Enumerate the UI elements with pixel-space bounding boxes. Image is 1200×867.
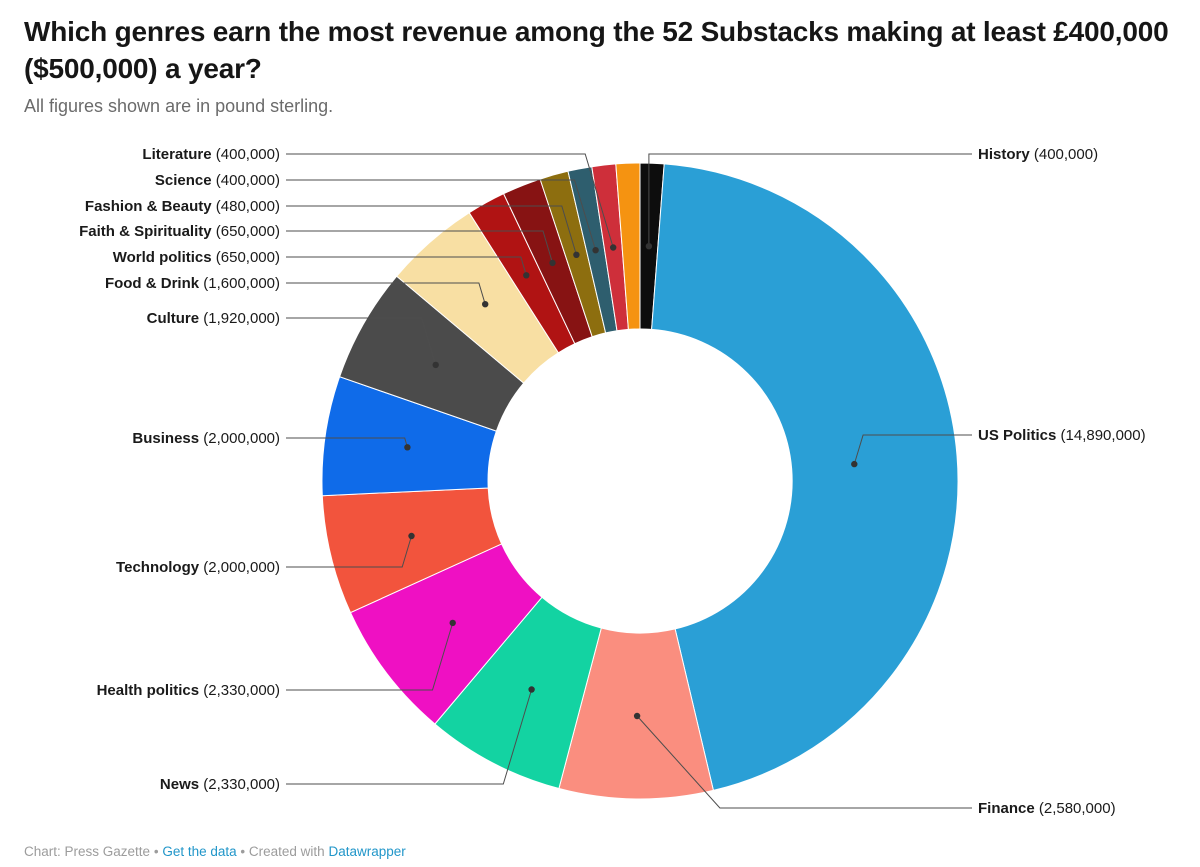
chart-title: Which genres earn the most revenue among… [24, 16, 1169, 84]
leader-line [853, 434, 972, 465]
leader-dot [449, 619, 456, 627]
segment-annotation: Health politics (2,330,000) [97, 619, 456, 699]
segment-label: Fashion & Beauty (480,000) [85, 198, 280, 215]
leader-dot [610, 244, 617, 251]
segment-label: History (400,000) [978, 146, 1098, 163]
leader-line [286, 622, 454, 691]
leader-dot [633, 712, 641, 720]
leader-dot [404, 444, 411, 451]
leader-line [286, 179, 597, 251]
chart-subtitle: All figures shown are in pound sterling. [24, 95, 334, 116]
segment-annotation: US Politics (14,890,000) [851, 427, 1146, 468]
leader-line [286, 437, 408, 448]
donut-chart-svg: History (400,000) US Politics (14,890,000… [79, 146, 1146, 817]
segment-annotation: Faith & Spirituality (650,000) [79, 223, 556, 267]
segment-annotation: World politics (650,000) [113, 249, 530, 279]
segment-label: Finance (2,580,000) [978, 800, 1116, 817]
segment-label: Faith & Spirituality (650,000) [79, 223, 280, 240]
segment-annotation: News (2,330,000) [160, 686, 535, 793]
leader-line [286, 153, 614, 248]
segment-label: Culture (1,920,000) [147, 310, 280, 327]
segment-label: Technology (2,000,000) [116, 559, 280, 576]
leader-line [286, 256, 527, 276]
get-the-data-link[interactable]: Get the data [162, 844, 237, 859]
leader-line [286, 689, 533, 785]
segment-label: Science (400,000) [155, 172, 280, 189]
footer-created-with: Created with [248, 844, 325, 859]
segment-label: Health politics (2,330,000) [97, 682, 280, 699]
segment-label: US Politics (14,890,000) [978, 427, 1146, 444]
leader-dot [645, 242, 653, 250]
pie-segment-us-politics[interactable] [651, 163, 959, 791]
segment-label: Literature (400,000) [142, 146, 280, 163]
pie-segment-unlabeled[interactable] [615, 162, 641, 330]
segment-label: News (2,330,000) [160, 776, 280, 793]
footer-separator: • [240, 844, 246, 859]
leader-dot [408, 532, 415, 540]
footer-separator: • [153, 844, 159, 859]
leader-line [648, 153, 972, 247]
leader-line [286, 230, 553, 263]
leader-line [286, 205, 577, 255]
footer-attribution: Chart: Press Gazette [24, 844, 151, 859]
datawrapper-link[interactable]: Datawrapper [328, 844, 406, 859]
segment-label: Business (2,000,000) [132, 430, 280, 447]
leader-dot [432, 361, 439, 369]
leader-line [286, 535, 412, 568]
leader-dot [592, 246, 599, 254]
leader-dot [482, 300, 489, 308]
segment-annotation: Fashion & Beauty (480,000) [85, 198, 580, 258]
segment-annotation: Food & Drink (1,600,000) [105, 275, 489, 308]
leader-dot [549, 259, 556, 267]
leader-dot [528, 686, 535, 693]
chart-footer: Chart: Press Gazette • Get the data • Cr… [24, 844, 406, 859]
leader-dot [573, 251, 580, 258]
leader-line [636, 715, 972, 809]
segment-annotation: History (400,000) [645, 146, 1098, 250]
leader-line [286, 282, 486, 305]
segment-annotation: Literature (400,000) [142, 146, 617, 251]
leader-dot [851, 460, 858, 468]
segment-annotation: Science (400,000) [155, 172, 599, 254]
segment-annotation: Finance (2,580,000) [633, 712, 1116, 817]
segment-label: World politics (650,000) [113, 249, 280, 266]
leader-line [286, 317, 437, 365]
donut-chart: History (400,000) US Politics (14,890,000… [0, 129, 1200, 834]
segment-label: Food & Drink (1,600,000) [105, 275, 280, 292]
leader-dot [523, 272, 530, 279]
segment-annotation: Culture (1,920,000) [147, 310, 439, 369]
segment-annotation: Technology (2,000,000) [116, 532, 415, 576]
segment-annotation: Business (2,000,000) [132, 430, 411, 451]
